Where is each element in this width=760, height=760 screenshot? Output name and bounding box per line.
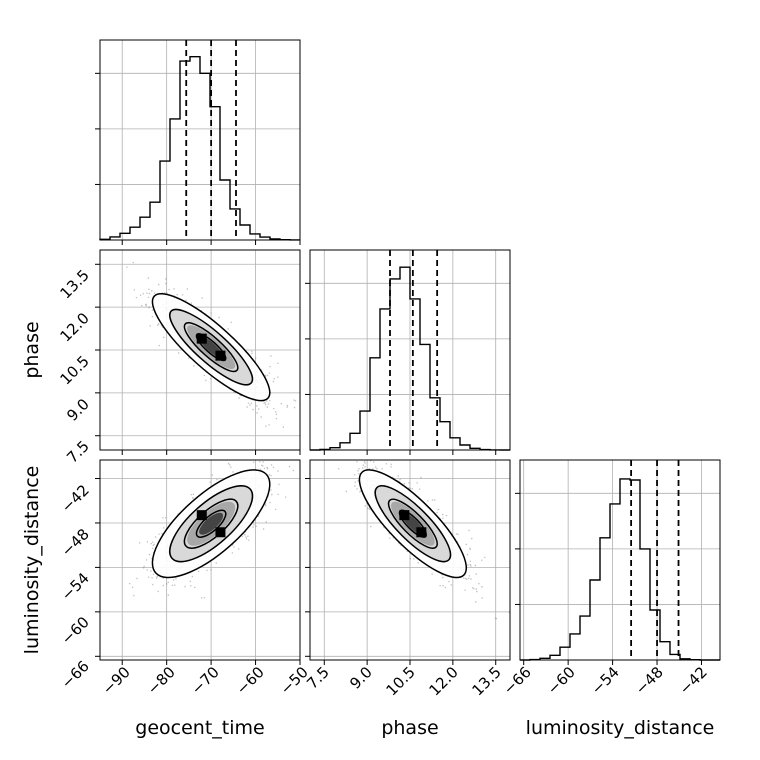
x-tick-label-phase-2: 10.5 (382, 663, 418, 699)
contour-line (195, 509, 227, 538)
contour-line (169, 485, 254, 563)
y-tick-label-phase-1: 9.0 (63, 395, 93, 425)
histogram-luminosity-distance (515, 459, 721, 665)
panel-content (338, 460, 510, 620)
histogram-geocent-time (95, 39, 301, 245)
scatter-panel-luminosity-distance-vs-geocent-time (95, 459, 301, 665)
histogram-phase (305, 249, 511, 455)
density-ellipse (199, 512, 224, 535)
histogram-step (99, 55, 300, 241)
x-tick-label-geocent-time-1: −80 (144, 663, 179, 698)
y-tick-label-phase-0: 7.5 (63, 437, 93, 467)
x-axis-title-phase: phase (381, 717, 438, 739)
y-tick-label-distance-1: −60 (58, 613, 93, 648)
density-peak (416, 527, 427, 538)
x-tick-label-distance-4: −42 (676, 663, 711, 698)
x-tick-label-geocent-time-3: −60 (233, 663, 268, 698)
y-tick-label-distance-3: −48 (58, 525, 93, 560)
x-tick-label-distance-2: −54 (588, 663, 623, 698)
y-tick-label-phase-3: 12.0 (56, 309, 92, 345)
x-tick-label-phase-1: 9.0 (346, 663, 376, 693)
panel-content (126, 262, 297, 428)
x-tick-label-phase-4: 13.5 (468, 663, 504, 699)
x-tick-label-geocent-time-0: −90 (99, 663, 134, 698)
contour-line (374, 485, 452, 563)
y-tick-label-phase-4: 13.5 (56, 266, 92, 302)
panel-frame (99, 39, 301, 241)
x-tick-label-geocent-time-2: −70 (188, 663, 223, 698)
x-axis-title-geocent-time: geocent_time (135, 717, 264, 739)
histogram-step (520, 478, 720, 661)
y-tick-label-distance-2: −54 (58, 569, 93, 604)
density-peak (215, 350, 226, 361)
panels-layer (95, 39, 721, 665)
x-tick-label-phase-3: 12.0 (425, 663, 461, 699)
y-axis-title-luminosity-distance: luminosity_distance (21, 466, 43, 655)
contour-line (387, 498, 438, 549)
contour-line (169, 308, 254, 386)
contour-line (183, 498, 239, 549)
panel-frame (99, 459, 301, 661)
y-tick-label-phase-2: 10.5 (56, 352, 92, 388)
contour-line (398, 509, 427, 538)
x-tick-label-phase-0: 7.5 (303, 663, 333, 693)
contour-line (151, 469, 271, 579)
density-peak (196, 333, 207, 344)
panel-frame (519, 459, 721, 661)
scatter-panel-luminosity-distance-vs-phase (305, 459, 511, 665)
x-axis-title-luminosity-distance: luminosity_distance (526, 717, 715, 739)
scatter-points (338, 460, 510, 620)
x-tick-label-distance-1: −60 (544, 663, 579, 698)
x-tick-label-distance-0: −66 (500, 663, 535, 698)
contour-line (151, 292, 271, 402)
contour-line (183, 322, 239, 373)
contour-line (195, 333, 227, 362)
density-peak (399, 510, 410, 521)
y-tick-label-distance-0: −66 (58, 657, 93, 692)
x-tick-label-distance-3: −48 (632, 663, 667, 698)
histogram-step (310, 266, 510, 451)
scatter-panel-phase-vs-geocent-time (95, 249, 301, 455)
y-axis-title-phase: phase (21, 321, 43, 378)
y-tick-label-distance-4: −42 (58, 481, 93, 516)
contour-line (358, 469, 468, 579)
panel-content (129, 461, 300, 599)
